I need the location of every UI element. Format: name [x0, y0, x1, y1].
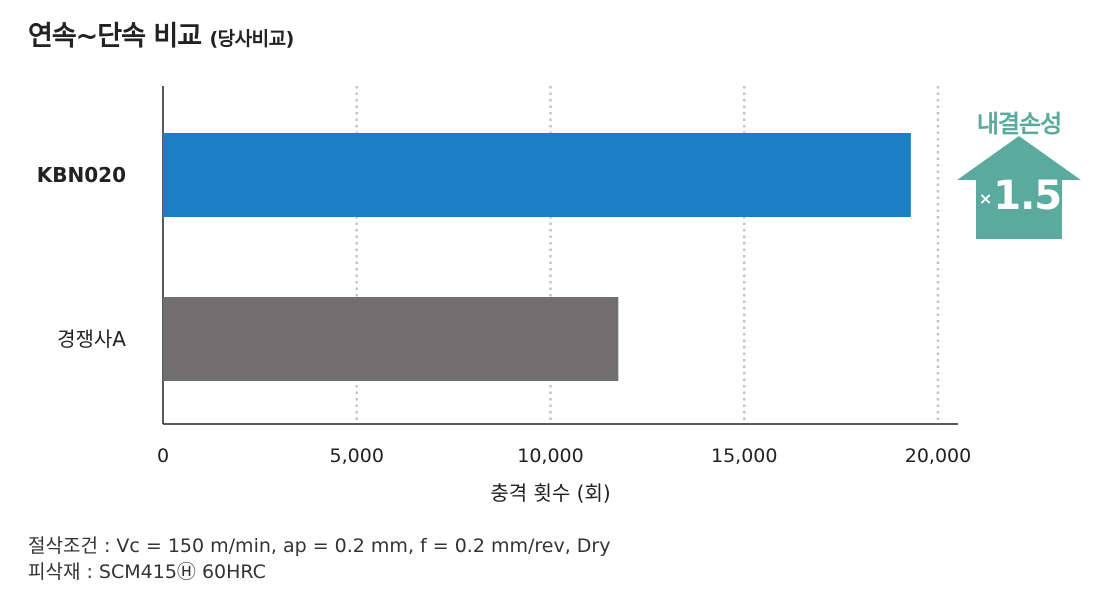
chart-title-sub: (당사비교) — [209, 28, 294, 50]
chart-title-main: 연속~단속 비교 — [28, 21, 202, 52]
x-tick-label: 5,000 — [330, 445, 384, 467]
x-tick-label: 10,000 — [517, 445, 583, 467]
x-tick-label: 0 — [157, 445, 169, 467]
category-label: KBN020 — [37, 163, 126, 187]
category-label: 경쟁사A — [57, 327, 126, 351]
x-tick-label: 15,000 — [711, 445, 777, 467]
badge-multiplier: ×1.5 — [978, 173, 1062, 219]
workpiece-material: 피삭재 : SCM415Ⓗ 60HRC — [28, 561, 266, 583]
cutting-conditions: 절삭조건 : Vc = 150 m/min, ap = 0.2 mm, f = … — [28, 535, 611, 557]
x-tick-label: 20,000 — [905, 445, 971, 467]
badge-label: 내결손성 — [976, 110, 1062, 138]
x-axis-label: 충격 횟수 (회) — [490, 481, 610, 505]
multiplier-value: 1.5 — [993, 173, 1062, 219]
bar — [163, 297, 619, 381]
bar — [163, 133, 911, 217]
up-arrow-icon — [957, 136, 1081, 239]
multiplier-prefix: × — [978, 188, 992, 208]
chart-title: 연속~단속 비교 (당사비교) — [28, 14, 294, 53]
test-conditions: 절삭조건 : Vc = 150 m/min, ap = 0.2 mm, f = … — [28, 533, 610, 585]
